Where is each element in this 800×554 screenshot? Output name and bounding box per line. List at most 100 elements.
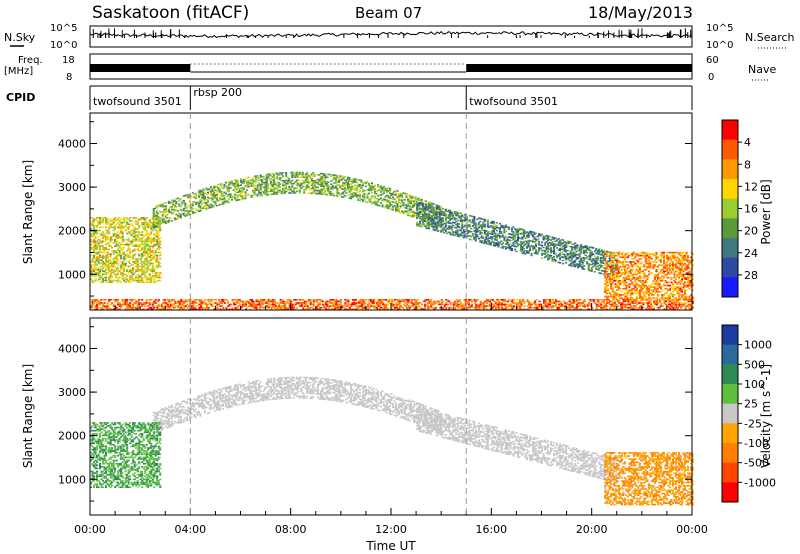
heatmap-cell [426, 208, 429, 211]
heatmap-cell [286, 182, 289, 185]
heatmap-cell [540, 303, 543, 306]
heatmap-cell [428, 207, 431, 210]
heatmap-cell [145, 231, 148, 233]
heatmap-cell [170, 202, 173, 205]
heatmap-cell [630, 305, 633, 307]
heatmap-cell [512, 242, 515, 244]
heatmap-cell [167, 210, 170, 212]
heatmap-cell [202, 191, 205, 194]
heatmap-cell [461, 303, 464, 306]
heatmap-cell [129, 220, 132, 222]
heatmap-cell [157, 262, 160, 265]
heatmap-cell [114, 279, 117, 282]
heatmap-cell [106, 257, 109, 260]
heatmap-cell [172, 202, 175, 204]
heatmap-cell [301, 174, 304, 177]
heatmap-cell [184, 205, 187, 208]
heatmap-cell [195, 308, 198, 310]
heatmap-cell [357, 197, 360, 200]
heatmap-cell [423, 214, 426, 216]
heatmap-cell [308, 308, 311, 310]
heatmap-cell [105, 226, 108, 229]
heatmap-cell [106, 231, 109, 233]
heatmap-cell [419, 225, 422, 228]
heatmap-cell [509, 303, 512, 306]
heatmap-cell [289, 182, 292, 185]
heatmap-cell [435, 229, 438, 232]
heatmap-cell [497, 308, 500, 310]
heatmap-cell [289, 189, 292, 191]
heatmap-cell [480, 232, 483, 234]
heatmap-cell [547, 235, 550, 237]
heatmap-cell [112, 228, 115, 230]
heatmap-cell [154, 235, 157, 238]
heatmap-cell [440, 212, 443, 214]
heatmap-cell [130, 268, 133, 271]
heatmap-cell [535, 240, 538, 242]
heatmap-cell [280, 176, 283, 179]
heatmap-cell [91, 234, 94, 236]
heatmap-cell [132, 254, 135, 257]
heatmap-cell [168, 300, 171, 303]
heatmap-cell [464, 224, 467, 227]
heatmap-cell [369, 188, 372, 190]
heatmap-cell [497, 300, 500, 303]
heatmap-cell [354, 302, 357, 304]
heatmap-cell [160, 305, 163, 307]
heatmap-cell [546, 306, 549, 309]
heatmap-cell [218, 183, 221, 186]
heatmap-cell [91, 281, 94, 283]
heatmap-cell [156, 265, 159, 268]
heatmap-cell [491, 220, 494, 223]
heatmap-cell [479, 239, 482, 242]
heatmap-cell [127, 240, 130, 243]
heatmap-cell [486, 233, 489, 236]
heatmap-cell [127, 218, 130, 221]
heatmap-cell [151, 256, 154, 258]
heatmap-cell [538, 248, 541, 251]
heatmap-cell [154, 251, 157, 254]
heatmap-cell [672, 308, 675, 310]
heatmap-cell [419, 306, 422, 309]
heatmap-cell [166, 299, 169, 301]
heatmap-cell [126, 270, 129, 272]
heatmap-cell [145, 237, 148, 240]
heatmap-cell [274, 182, 277, 184]
heatmap-cell [452, 306, 455, 309]
heatmap-cell [200, 207, 203, 210]
heatmap-cell [503, 238, 506, 240]
heatmap-cell [117, 243, 120, 246]
heatmap-cell [284, 306, 287, 309]
heatmap-cell [156, 306, 159, 309]
heatmap-cell [592, 300, 595, 303]
heatmap-cell [181, 200, 184, 203]
heatmap-cell [476, 229, 479, 232]
heatmap-cell [294, 173, 297, 175]
heatmap-cell [545, 252, 548, 254]
heatmap-cell [244, 196, 247, 198]
heatmap-cell [176, 216, 179, 218]
heatmap-cell [492, 243, 495, 245]
heatmap-cell [212, 193, 215, 195]
heatmap-cell [657, 306, 660, 309]
heatmap-cell [96, 302, 99, 304]
heatmap-cell [201, 302, 204, 304]
heatmap-cell [331, 188, 334, 190]
heatmap-cell [422, 209, 425, 211]
heatmap-cell [155, 211, 158, 214]
heatmap-cell [182, 209, 185, 211]
heatmap-cell [217, 204, 220, 206]
heatmap-cell [103, 256, 106, 258]
heatmap-cell [118, 224, 121, 227]
heatmap-cell [450, 214, 453, 217]
heatmap-cell [223, 185, 226, 187]
heatmap-cell [394, 308, 397, 310]
freq-tick-high: 18 [62, 55, 75, 66]
heatmap-cell [413, 210, 416, 212]
heatmap-cell [260, 305, 263, 307]
heatmap-cell [395, 200, 398, 203]
heatmap-cell [613, 305, 616, 307]
heatmap-cell [298, 173, 301, 175]
heatmap-cell [316, 181, 319, 184]
heatmap-cell [142, 221, 145, 224]
